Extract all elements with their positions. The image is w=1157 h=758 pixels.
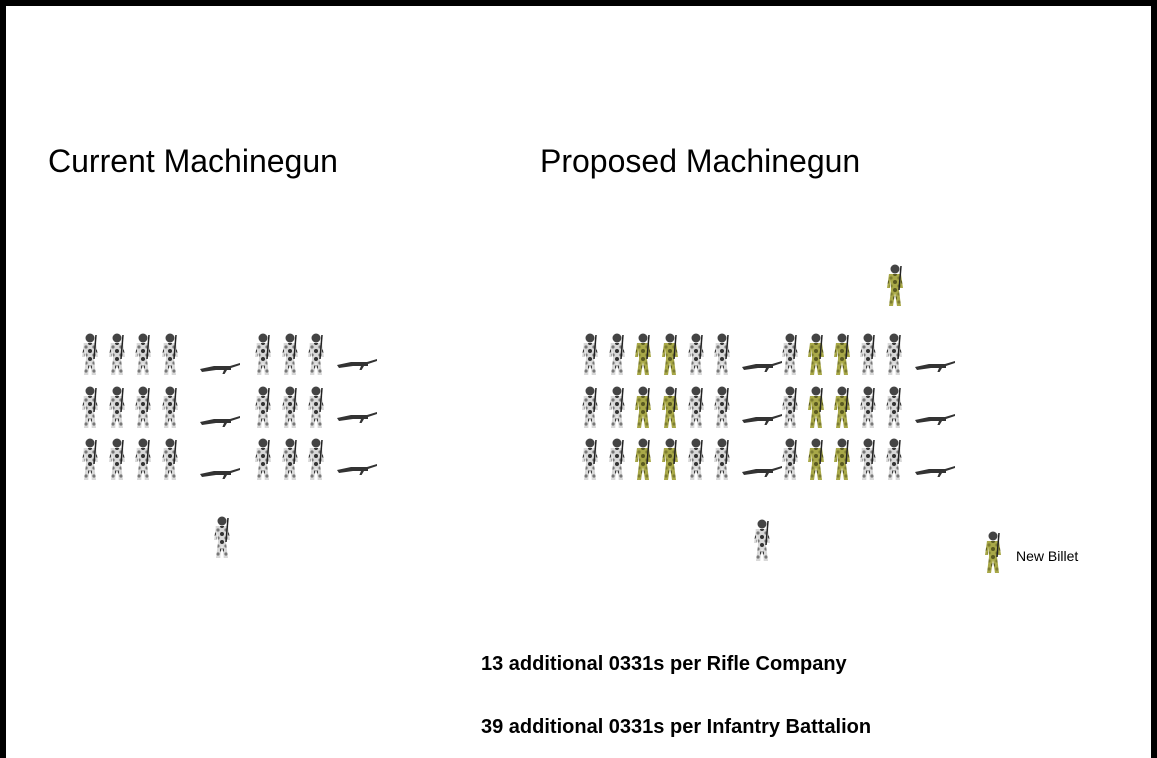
soldier bbox=[688, 439, 704, 481]
soldier bbox=[754, 520, 770, 562]
soldier bbox=[782, 387, 798, 429]
new-billet-soldier bbox=[808, 439, 824, 481]
soldier bbox=[282, 334, 298, 376]
soldier bbox=[714, 387, 730, 429]
machinegun bbox=[337, 412, 377, 424]
new-billet-soldier bbox=[808, 387, 824, 429]
frame-left bbox=[0, 0, 6, 758]
soldier bbox=[109, 334, 125, 376]
soldier bbox=[860, 334, 876, 376]
soldier bbox=[255, 334, 271, 376]
soldier bbox=[609, 334, 625, 376]
soldier bbox=[609, 439, 625, 481]
soldier bbox=[162, 439, 178, 481]
soldier bbox=[308, 334, 324, 376]
machinegun bbox=[742, 466, 782, 478]
note: 13 additional 0331s per Rifle Company bbox=[481, 653, 848, 675]
soldier bbox=[162, 387, 178, 429]
slide: Current Machinegun Proposed Machinegun N… bbox=[0, 0, 1157, 758]
frame-right bbox=[1151, 0, 1157, 758]
machinegun bbox=[742, 361, 782, 373]
soldier bbox=[135, 439, 151, 481]
current-title: Current Machinegun bbox=[48, 143, 338, 179]
soldier bbox=[82, 387, 98, 429]
soldier bbox=[582, 439, 598, 481]
soldier bbox=[109, 387, 125, 429]
new-billet-soldier bbox=[887, 265, 903, 307]
frame-top bbox=[0, 0, 1157, 6]
soldier bbox=[782, 439, 798, 481]
soldier bbox=[162, 334, 178, 376]
new-billet-soldier bbox=[635, 334, 651, 376]
machinegun bbox=[337, 464, 377, 476]
soldier bbox=[714, 439, 730, 481]
soldier bbox=[582, 334, 598, 376]
soldier bbox=[714, 334, 730, 376]
soldier bbox=[214, 517, 230, 559]
soldier bbox=[886, 439, 902, 481]
soldier bbox=[782, 334, 798, 376]
soldier bbox=[255, 387, 271, 429]
legend-label: New Billet bbox=[1016, 548, 1078, 564]
machinegun bbox=[915, 361, 955, 373]
soldier bbox=[255, 439, 271, 481]
new-billet-soldier bbox=[808, 334, 824, 376]
new-billet-soldier bbox=[662, 387, 678, 429]
soldier bbox=[308, 439, 324, 481]
soldier bbox=[886, 387, 902, 429]
machinegun bbox=[337, 359, 377, 371]
new-billet-soldier bbox=[662, 439, 678, 481]
note: 39 additional 0331s per Infantry Battali… bbox=[481, 716, 871, 738]
soldier bbox=[582, 387, 598, 429]
soldier bbox=[135, 387, 151, 429]
new-billet-soldier bbox=[635, 387, 651, 429]
soldier bbox=[688, 334, 704, 376]
machinegun bbox=[200, 468, 240, 480]
machinegun bbox=[915, 414, 955, 426]
new-billet-soldier bbox=[662, 334, 678, 376]
machinegun bbox=[200, 363, 240, 375]
new-billet-soldier bbox=[834, 387, 850, 429]
new-billet-soldier bbox=[834, 334, 850, 376]
machinegun bbox=[742, 414, 782, 426]
soldier bbox=[82, 334, 98, 376]
soldier bbox=[860, 387, 876, 429]
soldier bbox=[609, 387, 625, 429]
new-billet-soldier bbox=[985, 532, 1001, 574]
soldier bbox=[109, 439, 125, 481]
machinegun bbox=[200, 416, 240, 428]
new-billet-soldier bbox=[834, 439, 850, 481]
soldier bbox=[886, 334, 902, 376]
new-billet-soldier bbox=[635, 439, 651, 481]
machinegun bbox=[915, 466, 955, 478]
icons bbox=[82, 265, 1001, 574]
soldier bbox=[82, 439, 98, 481]
soldier bbox=[860, 439, 876, 481]
soldier bbox=[308, 387, 324, 429]
soldier bbox=[282, 439, 298, 481]
proposed-title: Proposed Machinegun bbox=[540, 143, 860, 179]
soldier bbox=[135, 334, 151, 376]
soldier bbox=[282, 387, 298, 429]
soldier bbox=[688, 387, 704, 429]
